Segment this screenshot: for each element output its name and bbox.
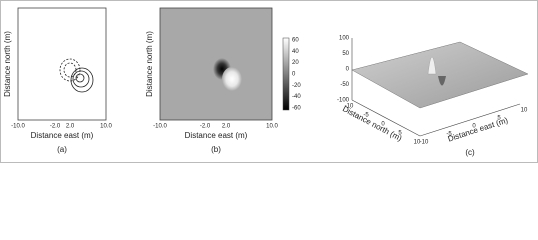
z-tick: -100 <box>337 98 350 104</box>
colorbar-tick: -60 <box>292 106 301 112</box>
y-tick: -10 <box>345 104 354 110</box>
colorbar-ticks: 60 40 20 0 -20 -40 -60 <box>292 38 301 112</box>
y-label: Distance north (m) <box>145 31 154 97</box>
x-tick: -5 <box>446 132 452 138</box>
surface-trough <box>438 76 446 86</box>
x-tick: 5 <box>497 116 501 122</box>
colorbar <box>282 37 290 111</box>
x-tick: 10.0 <box>100 124 112 130</box>
x-tick: -10.0 <box>11 124 25 130</box>
colorbar-tick: 20 <box>292 60 299 66</box>
colorbar-tick: -20 <box>292 83 301 89</box>
plot-box <box>17 7 107 121</box>
x-tick: 2.0 <box>222 124 231 130</box>
x-label: Distance east (m) <box>447 116 510 144</box>
colorbar-tick: 40 <box>292 49 299 55</box>
y-tick: 5 <box>398 131 402 137</box>
panel-a: Distance north (m) -10.0 -2.0 2.0 10.0 D… <box>3 7 112 154</box>
x-tick: -10 <box>420 140 429 146</box>
x-tick: 10 <box>521 108 528 114</box>
x-label: Distance east (m) <box>31 131 94 140</box>
x-label: Distance east (m) <box>185 131 248 140</box>
x-tick: -2.0 <box>200 124 211 130</box>
y-label: Distance north (m) <box>341 104 404 143</box>
caption: (b) <box>211 145 221 154</box>
x-tick: 10.0 <box>266 124 278 130</box>
z-tick: -50 <box>340 82 349 88</box>
x-tick: 0 <box>472 124 476 130</box>
z-tick: 50 <box>342 51 349 57</box>
colorbar-tick: -40 <box>292 94 301 100</box>
colorbar-tick: 0 <box>292 72 296 78</box>
y-label: Distance north (m) <box>3 31 12 97</box>
positive-anomaly <box>222 67 242 91</box>
caption: (c) <box>465 148 475 157</box>
x-tick: -10.0 <box>153 124 167 130</box>
z-tick: 100 <box>339 36 350 42</box>
y-axis <box>351 99 421 137</box>
surface <box>351 41 529 109</box>
surface-peak <box>427 56 437 75</box>
y-tick: -5 <box>363 113 369 119</box>
x-tick: 2.0 <box>66 124 75 130</box>
x-tick: -2.0 <box>50 124 61 130</box>
y-tick: 0 <box>381 122 385 128</box>
x-axis <box>419 103 521 137</box>
figure: Distance north (m) -10.0 -2.0 2.0 10.0 D… <box>0 0 538 163</box>
caption: (a) <box>57 145 67 154</box>
colorbar-tick: 60 <box>292 38 299 44</box>
panel-b: Distance north (m) -10.0 -2.0 2.0 10.0 D… <box>145 7 301 154</box>
contours <box>59 58 94 93</box>
y-tick: 10 <box>414 140 421 146</box>
z-tick: 0 <box>346 67 350 73</box>
